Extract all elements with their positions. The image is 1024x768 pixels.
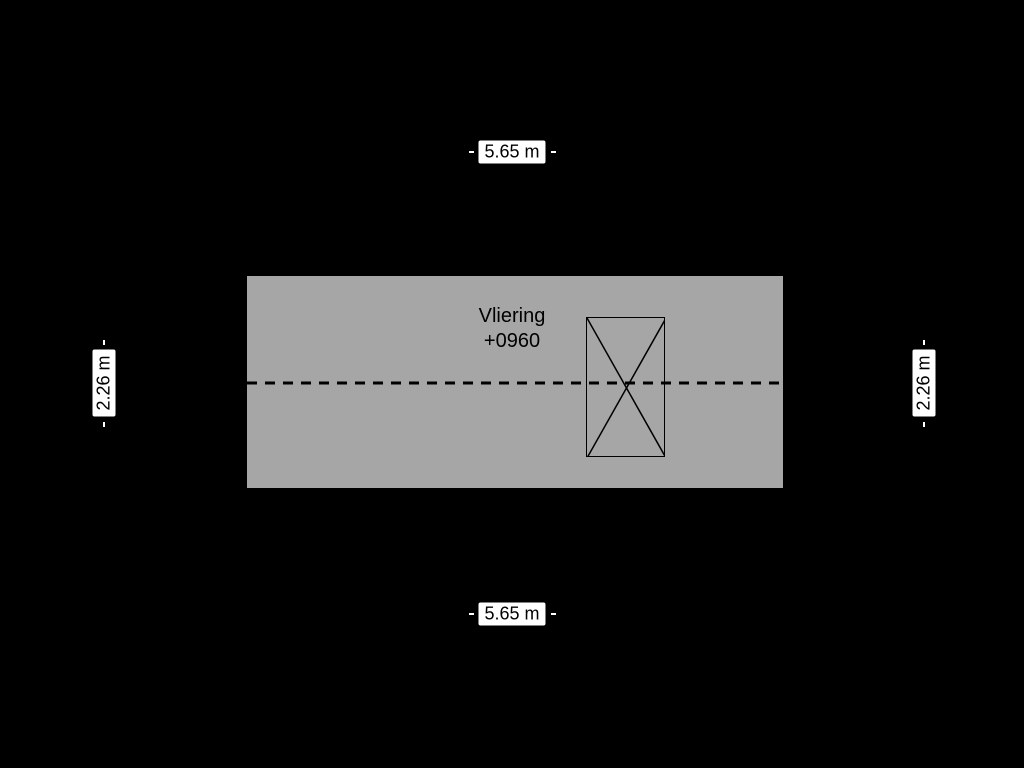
dimension-top: 5.65 m	[478, 141, 545, 164]
room-label: Vliering +0960	[479, 304, 546, 354]
dimension-right: 2.26 m	[913, 349, 936, 416]
dim-tick	[103, 422, 105, 427]
dim-tick	[469, 613, 474, 615]
floorplan-canvas: Vliering +0960 5.65 m 5.65 m 2.26 m 2.26…	[0, 0, 1024, 768]
dim-tick	[923, 422, 925, 427]
dim-tick	[469, 151, 474, 153]
dim-tick	[923, 340, 925, 345]
dimension-left: 2.26 m	[93, 349, 116, 416]
dim-tick	[551, 613, 556, 615]
roof-window-symbol	[586, 317, 665, 457]
roof-window-cross	[587, 318, 664, 456]
dimension-bottom: 5.65 m	[478, 603, 545, 626]
room-label-line2: +0960	[484, 330, 540, 352]
room-label-line1: Vliering	[479, 305, 546, 327]
dim-tick	[551, 151, 556, 153]
dim-tick	[103, 340, 105, 345]
